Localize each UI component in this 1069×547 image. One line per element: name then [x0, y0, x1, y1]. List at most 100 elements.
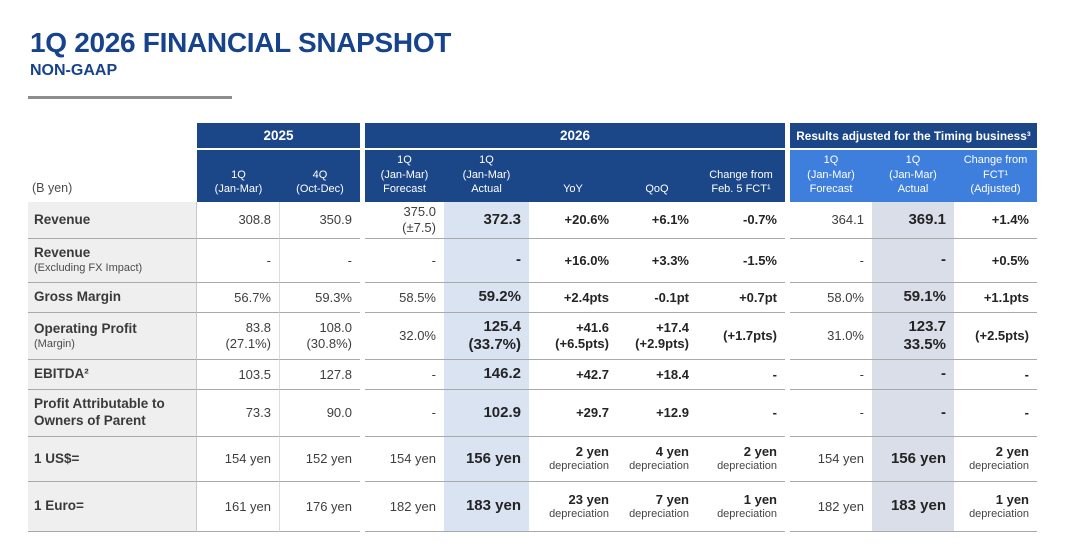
section-gutter	[360, 360, 365, 390]
cell-subvalue: depreciation	[629, 507, 689, 520]
cell-value: +20.6%	[564, 212, 609, 228]
col-header-chg-line0: Change from	[709, 168, 773, 181]
cell-revenue_exfx-yoy: +16.0%	[529, 239, 617, 283]
cell-revenue_exfx-fct: -	[365, 239, 444, 283]
col-header-ract: 1Q (Jan-Mar) Actual	[872, 150, 954, 202]
cell-profit_owners-act: 102.9	[444, 390, 529, 437]
cell-euro-ract: 183 yen	[872, 482, 954, 532]
col-header-q4_25-line0: 4Q	[312, 168, 328, 181]
group-header-2026: 2026	[365, 123, 785, 150]
col-header-q4_25-line1: (Oct-Dec)	[296, 183, 344, 196]
cell-gross_margin-q4_25: 59.3%	[280, 283, 360, 313]
col-header-fct-line1: (Jan-Mar)	[380, 168, 429, 181]
row-label-revenue_exfx: Revenue (Excluding FX Impact)	[28, 239, 197, 283]
cell-usd-chg: 2 yen depreciation	[697, 437, 785, 482]
financial-snapshot-table: 2025 2026 Results adjusted for the Timing …	[28, 123, 1037, 532]
cell-operating_profit-q1_25: 83.8 (27.1%)	[197, 313, 280, 360]
cell-subvalue: 33.5%	[903, 336, 946, 353]
section-gutter	[360, 123, 365, 150]
cell-value: -	[772, 366, 777, 382]
col-header-rchg-line1: FCT¹	[982, 168, 1009, 181]
cell-value: 90.0	[326, 405, 352, 421]
section-gutter	[360, 239, 365, 283]
section-gutter	[360, 283, 365, 313]
cell-operating_profit-rchg: (+2.5pts)	[954, 313, 1037, 360]
row-label-usd: 1 US$=	[28, 437, 197, 482]
cell-operating_profit-rfct: 31.0%	[790, 313, 872, 360]
cell-value: 369.1	[908, 210, 946, 228]
col-header-q1_25: 1Q (Jan-Mar)	[197, 150, 280, 202]
cell-value: -	[1024, 366, 1029, 382]
cell-value: +18.4	[656, 366, 689, 382]
cell-value: 4 yen	[655, 444, 689, 460]
cell-operating_profit-yoy: +41.6 (+6.5pts)	[529, 313, 617, 360]
cell-value: 146.2	[483, 365, 521, 383]
cell-profit_owners-yoy: +29.7	[529, 390, 617, 437]
row-label-text: EBITDA²	[34, 366, 89, 382]
cell-euro-q1_25: 161 yen	[197, 482, 280, 532]
cell-subvalue: (+6.5pts)	[555, 336, 609, 351]
col-header-fct-line0: 1Q	[397, 154, 412, 167]
cell-value: 154 yen	[817, 451, 864, 467]
col-header-q4_25: 4Q (Oct-Dec)	[280, 150, 360, 202]
cell-revenue_exfx-ract: -	[872, 239, 954, 283]
cell-value: -	[941, 251, 946, 269]
col-header-act: 1Q (Jan-Mar) Actual	[444, 150, 529, 202]
cell-revenue-act: 372.3	[444, 202, 529, 239]
cell-value: 350.9	[319, 212, 352, 228]
cell-value: -	[859, 252, 864, 268]
cell-subvalue: depreciation	[549, 460, 609, 473]
cell-euro-fct: 182 yen	[365, 482, 444, 532]
cell-value: 58.0%	[827, 289, 864, 305]
row-label-ebitda: EBITDA²	[28, 360, 197, 390]
cell-value: +42.7	[576, 366, 609, 382]
col-header-rfct-line2: Forecast	[809, 183, 853, 196]
row-label-operating_profit: Operating Profit (Margin)	[28, 313, 197, 360]
cell-value: 32.0%	[399, 328, 436, 344]
cell-profit_owners-rchg: -	[954, 390, 1037, 437]
cell-value: 102.9	[483, 403, 521, 421]
cell-value: -0.7%	[743, 212, 777, 228]
cell-usd-rfct: 154 yen	[790, 437, 872, 482]
cell-value: 2 yen	[995, 444, 1029, 460]
cell-value: 103.5	[238, 366, 271, 382]
cell-revenue-yoy: +20.6%	[529, 202, 617, 239]
cell-value: -1.5%	[743, 252, 777, 268]
section-gutter	[360, 482, 365, 532]
cell-value: +6.1%	[651, 212, 689, 228]
cell-value: 161 yen	[224, 498, 271, 514]
section-gutter	[360, 437, 365, 482]
page-subtitle: NON-GAAP	[30, 62, 118, 79]
cell-value: 73.3	[245, 405, 271, 421]
cell-ebitda-ract: -	[872, 360, 954, 390]
cell-value: 59.2%	[478, 288, 521, 306]
cell-value: +0.5%	[991, 252, 1029, 268]
cell-value: 125.4	[483, 317, 521, 335]
cell-revenue-rchg: +1.4%	[954, 202, 1037, 239]
col-header-chg-line1: Feb. 5 FCT¹	[711, 183, 771, 196]
cell-revenue-qoq: +6.1%	[617, 202, 697, 239]
cell-gross_margin-act: 59.2%	[444, 283, 529, 313]
row-label-euro: 1 Euro=	[28, 482, 197, 532]
cell-subvalue: (33.7%)	[468, 336, 521, 353]
cell-subvalue: (±7.5)	[402, 220, 436, 235]
cell-value: 31.0%	[827, 328, 864, 344]
col-header-fct: 1Q (Jan-Mar) Forecast	[365, 150, 444, 202]
cell-subvalue: (30.8%)	[306, 336, 352, 351]
row-label-revenue: Revenue	[28, 202, 197, 239]
cell-value: 1 yen	[743, 491, 777, 507]
section-gutter	[785, 390, 790, 437]
section-gutter	[785, 482, 790, 532]
cell-usd-yoy: 2 yen depreciation	[529, 437, 617, 482]
cell-value: 58.5%	[399, 289, 436, 305]
cell-euro-qoq: 7 yen depreciation	[617, 482, 697, 532]
row-label-text: Gross Margin	[34, 289, 122, 305]
cell-profit_owners-chg: -	[697, 390, 785, 437]
cell-value: +12.9	[656, 405, 689, 421]
cell-value: 156 yen	[890, 449, 946, 467]
cell-usd-qoq: 4 yen depreciation	[617, 437, 697, 482]
cell-value: 182 yen	[817, 498, 864, 514]
cell-value: 127.8	[319, 366, 352, 382]
cell-revenue_exfx-chg: -1.5%	[697, 239, 785, 283]
cell-gross_margin-chg: +0.7pt	[697, 283, 785, 313]
